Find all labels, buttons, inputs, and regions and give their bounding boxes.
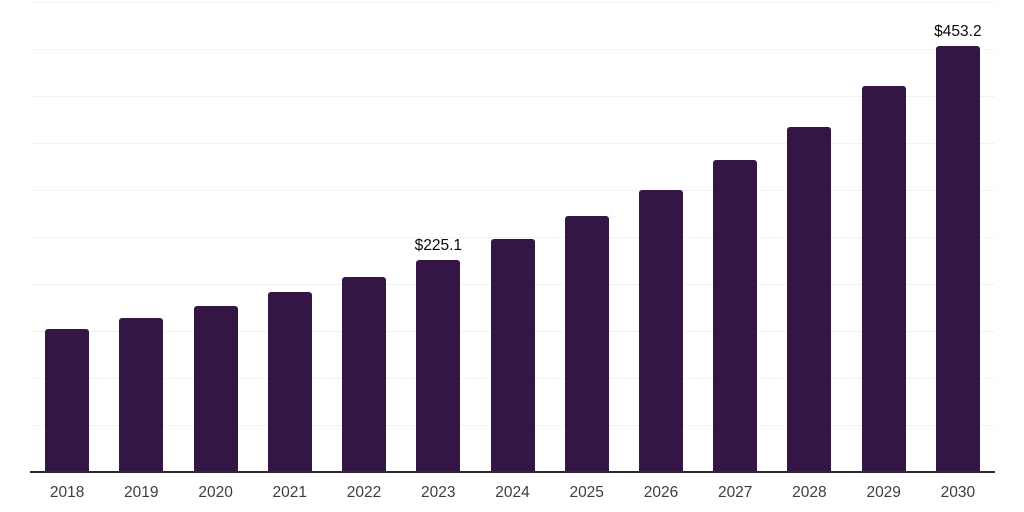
data-label-2030: $453.2 [934, 23, 982, 40]
gridline-500 [30, 2, 995, 3]
gridline-300 [30, 190, 995, 191]
gridline-400 [30, 96, 995, 97]
x-tick-label-2030: 2030 [940, 484, 976, 501]
bar-2028 [787, 127, 832, 472]
x-axis-line [30, 471, 995, 473]
bar-2027 [713, 159, 758, 472]
gridline-450 [30, 49, 995, 50]
x-tick-label-2023: 2023 [421, 484, 456, 501]
x-tick-label-2028: 2028 [792, 484, 827, 501]
bar-2023 [416, 260, 461, 472]
bar-2019 [119, 317, 164, 472]
data-label-2023: $225.1 [414, 237, 463, 255]
x-tick-label-2021: 2021 [272, 484, 308, 501]
x-tick-label-2020: 2020 [198, 484, 233, 501]
bar-2030 [935, 46, 980, 472]
bar-2026 [639, 190, 683, 472]
x-tick-label-2027: 2027 [717, 484, 753, 501]
x-tick-label-2018: 2018 [49, 484, 85, 501]
x-tick-label-2022: 2022 [346, 484, 382, 501]
gridline-350 [30, 143, 995, 144]
bar-2018 [45, 329, 90, 472]
x-tick-label-2024: 2024 [495, 484, 530, 501]
bar-2020 [193, 306, 238, 472]
x-tick-label-2026: 2026 [643, 484, 679, 501]
bar-2024 [490, 238, 535, 472]
gridline-250 [30, 237, 995, 238]
bar-2029 [861, 86, 906, 472]
bar-2022 [342, 277, 386, 472]
bar-2025 [564, 215, 609, 472]
x-tick-label-2019: 2019 [124, 484, 159, 501]
x-tick-label-2025: 2025 [569, 484, 604, 501]
bar-2021 [267, 292, 312, 472]
x-tick-label-2029: 2029 [866, 484, 901, 501]
